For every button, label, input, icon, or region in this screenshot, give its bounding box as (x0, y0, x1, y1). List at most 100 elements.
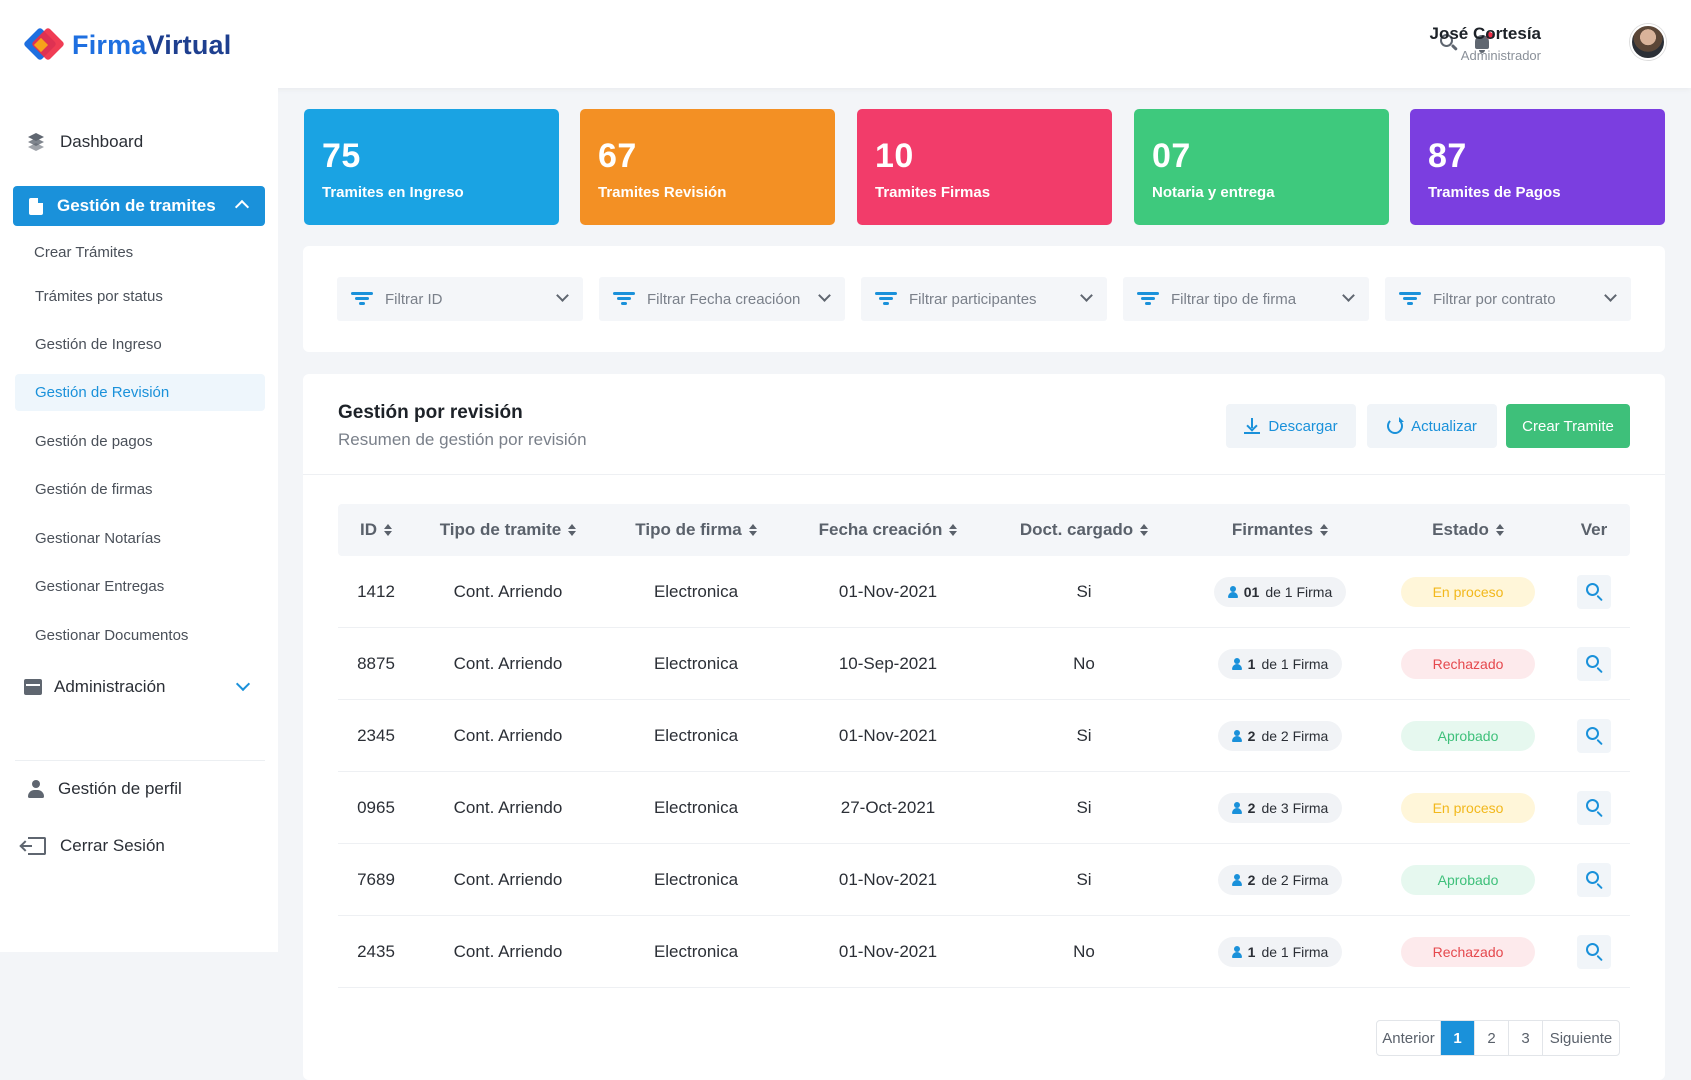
filter-id-select[interactable]: Filtrar ID (337, 277, 583, 321)
pagination-page-2[interactable]: 2 (1475, 1021, 1509, 1055)
firmantes-chip[interactable]: 1 de 1 Firma (1217, 649, 1343, 679)
cell-firmantes: 1 de 1 Firma (1182, 628, 1378, 700)
column-header-fecha[interactable]: Fecha creación (790, 504, 986, 556)
app-logo[interactable]: FirmaVirtual (23, 27, 232, 62)
view-button[interactable] (1577, 647, 1611, 681)
column-header-tipo-tramite[interactable]: Tipo de tramite (414, 504, 602, 556)
view-button[interactable] (1577, 791, 1611, 825)
stat-card-ingreso[interactable]: 75 Tramites en Ingreso (304, 109, 559, 225)
sort-icon (1495, 524, 1504, 536)
filter-contrato-select[interactable]: Filtrar por contrato (1385, 277, 1631, 321)
column-header-estado[interactable]: Estado (1378, 504, 1558, 556)
cell-tipo-firma: Electronica (653, 726, 739, 745)
firmantes-chip[interactable]: 2 de 2 Firma (1217, 865, 1343, 895)
sidebar-item-gestion-ingreso[interactable]: Gestión de Ingreso (15, 321, 265, 370)
cell-estado: En proceso (1378, 772, 1558, 844)
cell-estado: Rechazado (1378, 916, 1558, 988)
stat-card-pagos[interactable]: 87 Tramites de Pagos (1410, 109, 1665, 225)
view-button[interactable] (1577, 863, 1611, 897)
stat-card-firmas[interactable]: 10 Tramites Firmas (857, 109, 1112, 225)
cell-firmantes: 2 de 3 Firma (1182, 772, 1378, 844)
cell-firmantes: 2 de 2 Firma (1182, 844, 1378, 916)
column-header-doc[interactable]: Doct. cargado (986, 504, 1182, 556)
sidebar-item-profile[interactable]: Gestión de perfil (28, 779, 182, 799)
search-icon[interactable] (1438, 32, 1460, 54)
table-row: 2435 Cont. Arriendo Electronica 01-Nov-2… (338, 916, 1630, 988)
sidebar-item-crear-tramites[interactable]: Crear Trámites (15, 232, 265, 272)
view-button[interactable] (1577, 575, 1611, 609)
sidebar-item-notarias[interactable]: Gestionar Notarías (15, 514, 265, 563)
column-header-firmantes[interactable]: Firmantes (1182, 504, 1378, 556)
firmantes-total: de 1 Firma (1261, 944, 1329, 960)
sidebar-group-gestion-tramites[interactable]: Gestión de tramites (13, 186, 265, 226)
cell-doc-cargado: Si (1076, 798, 1092, 817)
chevron-down-icon (818, 289, 831, 302)
filter-label: Filtrar por contrato (1433, 290, 1556, 308)
refresh-button[interactable]: Actualizar (1367, 404, 1497, 448)
filter-icon (1399, 292, 1421, 306)
firmantes-chip[interactable]: 2 de 2 Firma (1217, 721, 1343, 751)
cell-firmantes: 2 de 2 Firma (1182, 700, 1378, 772)
cell-doc-cargado: No (1073, 942, 1095, 961)
user-info[interactable]: José Cortesía Administrador (1430, 24, 1542, 63)
firmantes-chip[interactable]: 1 de 1 Firma (1217, 937, 1343, 967)
refresh-icon (1387, 417, 1405, 434)
firmantes-count: 1 (1247, 656, 1256, 672)
sidebar-item-gestion-revision[interactable]: Gestión de Revisión (15, 374, 265, 411)
top-header: FirmaVirtual José Cortesía Administrador (0, 0, 1691, 88)
cell-fecha: 10-Sep-2021 (838, 654, 938, 673)
table-row: 1412 Cont. Arriendo Electronica 01-Nov-2… (338, 556, 1630, 628)
user-role: Administrador (1460, 48, 1541, 63)
chevron-down-icon (235, 676, 251, 692)
pagination-page-1[interactable]: 1 (1441, 1021, 1475, 1055)
filter-participantes-select[interactable]: Filtrar participantes (861, 277, 1107, 321)
avatar[interactable] (1630, 24, 1666, 60)
sidebar-item-documentos[interactable]: Gestionar Documentos (15, 611, 265, 660)
filter-fecha-select[interactable]: Filtrar Fecha creacióon (599, 277, 845, 321)
pagination-prev-button[interactable]: Anterior (1377, 1021, 1441, 1055)
sidebar-item-tramites-status[interactable]: Trámites por status (15, 272, 265, 321)
page-subtitle: Resumen de gestión por revisión (338, 430, 587, 449)
revision-panel: Gestión por revisión Resumen de gestión … (303, 374, 1665, 1080)
cell-firmantes: 1 de 1 Firma (1182, 916, 1378, 988)
column-header-id[interactable]: ID (338, 504, 414, 556)
filter-tipo-firma-select[interactable]: Filtrar tipo de firma (1123, 277, 1369, 321)
view-button[interactable] (1577, 719, 1611, 753)
cell-estado: Rechazado (1378, 628, 1558, 700)
sidebar-group-administracion[interactable]: Administración (24, 676, 254, 697)
firmantes-chip[interactable]: 01 de 1 Firma (1213, 577, 1347, 607)
logout-icon (22, 837, 46, 855)
filter-label: Filtrar ID (385, 290, 443, 308)
sidebar-item-entregas[interactable]: Gestionar Entregas (15, 563, 265, 612)
column-header-tipo-firma[interactable]: Tipo de firma (602, 504, 790, 556)
status-badge: Rechazado (1401, 649, 1535, 679)
cell-ver (1558, 772, 1630, 844)
sidebar-item-gestion-firmas[interactable]: Gestión de firmas (15, 466, 265, 515)
view-button[interactable] (1577, 935, 1611, 969)
firmantes-count: 1 (1247, 944, 1256, 960)
firmantes-chip[interactable]: 2 de 3 Firma (1217, 793, 1343, 823)
notification-bell-icon[interactable] (1472, 32, 1494, 54)
stat-card-revision[interactable]: 67 Tramites Revisión (580, 109, 835, 225)
chevron-down-icon (556, 289, 569, 302)
stat-card-notaria[interactable]: 07 Notaria y entrega (1134, 109, 1389, 225)
column-header-label: Doct. cargado (1019, 520, 1134, 539)
column-header-label: Tipo de tramite (439, 520, 562, 539)
logo-text-virtual: Virtual (146, 29, 232, 60)
pagination-page-3[interactable]: 3 (1509, 1021, 1543, 1055)
table-row: 7689 Cont. Arriendo Electronica 01-Nov-2… (338, 844, 1630, 916)
cell-ver (1558, 916, 1630, 988)
sidebar-item-gestion-pagos[interactable]: Gestión de pagos (15, 417, 265, 466)
sidebar-item-logout[interactable]: Cerrar Sesión (22, 836, 165, 856)
stat-value: 75 (322, 137, 361, 175)
stat-label: Tramites en Ingreso (322, 184, 464, 201)
pagination-next-button[interactable]: Siguiente (1549, 1029, 1613, 1047)
create-tramite-button[interactable]: Crear Tramite (1506, 404, 1630, 448)
sidebar-item-label: Gestionar Notarías (35, 529, 161, 547)
sidebar-item-dashboard[interactable]: Dashboard (26, 132, 143, 152)
cell-ver (1558, 700, 1630, 772)
sidebar-item-label: Gestión de Ingreso (35, 336, 162, 354)
download-button[interactable]: Descargar (1226, 404, 1356, 448)
table-row: 2345 Cont. Arriendo Electronica 01-Nov-2… (338, 700, 1630, 772)
sidebar-item-label: Crear Trámites (34, 243, 134, 261)
